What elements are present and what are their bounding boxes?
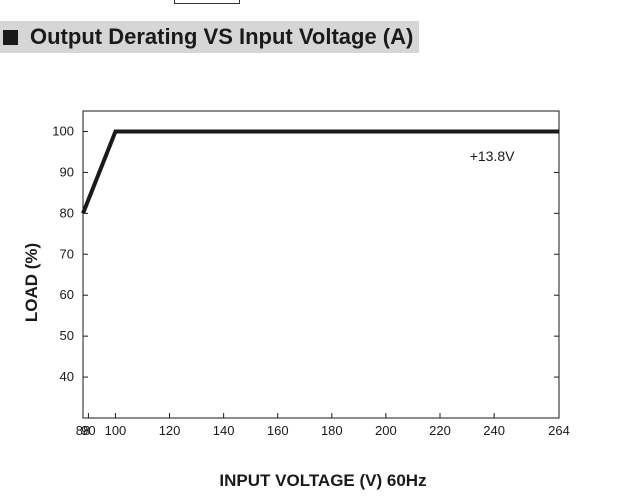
y-tick-label: 80 — [60, 205, 74, 220]
x-tick-label: 120 — [159, 423, 181, 438]
series-line — [81, 129, 559, 215]
section-bullet-icon — [3, 30, 18, 45]
y-tick-label: 50 — [60, 328, 74, 343]
chart-title: Output Derating VS Input Voltage (A) — [30, 24, 414, 49]
top-border-fragment — [174, 0, 240, 4]
x-tick-label: 200 — [375, 423, 397, 438]
x-tick-label: 88 — [76, 423, 90, 438]
y-tick-label: 100 — [52, 123, 74, 138]
section-header: Output Derating VS Input Voltage (A) — [0, 21, 419, 53]
x-tick-label: 220 — [429, 423, 451, 438]
x-tick-label: 240 — [483, 423, 505, 438]
y-axis-title: LOAD (%) — [22, 243, 41, 322]
series-annotation-label: +13.8V — [470, 148, 515, 164]
plot-area-frame — [82, 110, 560, 419]
x-tick-label: 264 — [548, 423, 570, 438]
y-tick-label: 60 — [60, 287, 74, 302]
y-tick-label: 40 — [60, 369, 74, 384]
x-tick-label: 100 — [105, 423, 127, 438]
x-tick-label: 180 — [321, 423, 343, 438]
x-axis-title: INPUT VOLTAGE (V) 60Hz — [219, 471, 426, 490]
y-tick-label: 70 — [60, 246, 74, 261]
y-tick-label: 90 — [60, 164, 74, 179]
x-tick-label: 140 — [213, 423, 235, 438]
x-tick-label: 90 — [81, 423, 95, 438]
x-tick-label: 160 — [267, 423, 289, 438]
